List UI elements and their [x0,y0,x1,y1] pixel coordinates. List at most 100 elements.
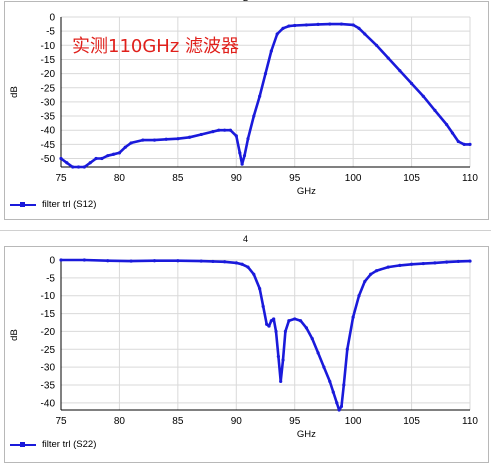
y-tick-label: -5 [46,27,55,38]
x-tick-label: 100 [345,173,362,184]
y-tick-label: -40 [41,398,56,409]
data-point [199,132,203,137]
x-tick-label: 75 [55,173,67,184]
y-tick-label: -50 [41,154,56,165]
data-point [59,258,63,262]
data-point [409,81,414,86]
y-tick-label: 0 [49,256,55,267]
data-point [276,354,280,359]
data-point [111,152,116,156]
data-point [445,260,449,264]
data-point [363,32,367,36]
chart-frame [4,246,489,463]
data-point [152,138,157,142]
y-tick-label: -30 [41,97,56,108]
data-point [351,23,355,27]
y-tick-label: -10 [41,41,56,52]
data-point [261,304,265,309]
data-point [129,141,133,145]
data-point [65,161,69,165]
data-point [71,165,75,169]
x-tick-label: 90 [231,416,243,427]
data-point [187,135,192,139]
x-tick-label: 110 [462,173,478,184]
legend: filter trl (S12) [10,199,96,210]
data-point [223,128,227,132]
x-tick-label: 75 [55,416,67,427]
data-point [258,286,262,291]
y-axis-label: dB [9,329,20,341]
data-point [339,22,344,26]
y-tick-label: -5 [46,273,55,284]
y-tick-label: -45 [41,140,56,151]
data-point [337,408,341,412]
y-tick-label: -35 [41,112,56,123]
data-point [252,272,256,276]
data-point [357,26,361,30]
x-tick-label: 95 [289,416,301,427]
x-tick-label: 90 [231,173,243,184]
data-point [322,365,326,369]
data-point [223,260,227,264]
data-point [129,259,133,263]
x-tick-label: 85 [172,416,184,427]
data-point [272,317,276,321]
series-points [59,22,472,169]
data-point [199,259,203,263]
data-point [59,156,63,161]
data-point [234,134,238,138]
data-point [258,94,262,98]
data-point [374,43,379,47]
data-point [267,324,271,328]
data-point [283,329,287,334]
data-point [246,265,250,269]
data-point [456,139,460,144]
data-point [82,165,86,169]
data-point [293,317,297,321]
data-point [468,259,472,263]
data-point [335,401,339,405]
data-point [450,131,455,135]
legend-line-swatch [10,201,36,207]
data-point [123,145,127,149]
y-tick-label: -15 [41,309,56,320]
data-point [328,22,332,26]
data-point [287,24,291,28]
data-point [409,262,414,266]
data-point [82,258,86,262]
data-point [363,279,367,284]
y-tick-label: -40 [41,126,56,137]
data-point [242,154,247,158]
data-point [94,156,98,161]
data-point [468,142,472,146]
data-point [328,379,332,384]
y-tick-label: -20 [41,69,56,80]
x-tick-label: 110 [462,416,478,427]
x-tick-label: 80 [114,173,126,184]
x-axis-label: GHz [297,429,316,440]
data-point [106,154,110,158]
data-point [386,265,390,269]
data-point [339,404,344,409]
data-point [269,49,273,53]
data-point [287,319,291,323]
s12-chart-svg: 75 80 85 90 95 100 105 110 0 -5 -10 -15 -20 -25 -30 -35… [9,13,478,198]
data-point [462,142,466,146]
data-point [211,259,215,264]
x-tick-label: 95 [289,173,301,184]
data-point [238,151,242,155]
data-point [211,130,215,134]
x-tick-label: 100 [345,416,362,427]
data-point [246,137,250,141]
data-point [76,165,81,169]
series-line [61,258,471,412]
data-point [263,72,268,76]
data-point [88,161,92,165]
data-point [342,383,346,387]
data-point [252,114,256,118]
data-point [152,259,157,263]
grid [60,259,471,410]
data-point [421,261,425,266]
y-tick-label: -30 [41,363,56,374]
data-point [398,69,402,73]
